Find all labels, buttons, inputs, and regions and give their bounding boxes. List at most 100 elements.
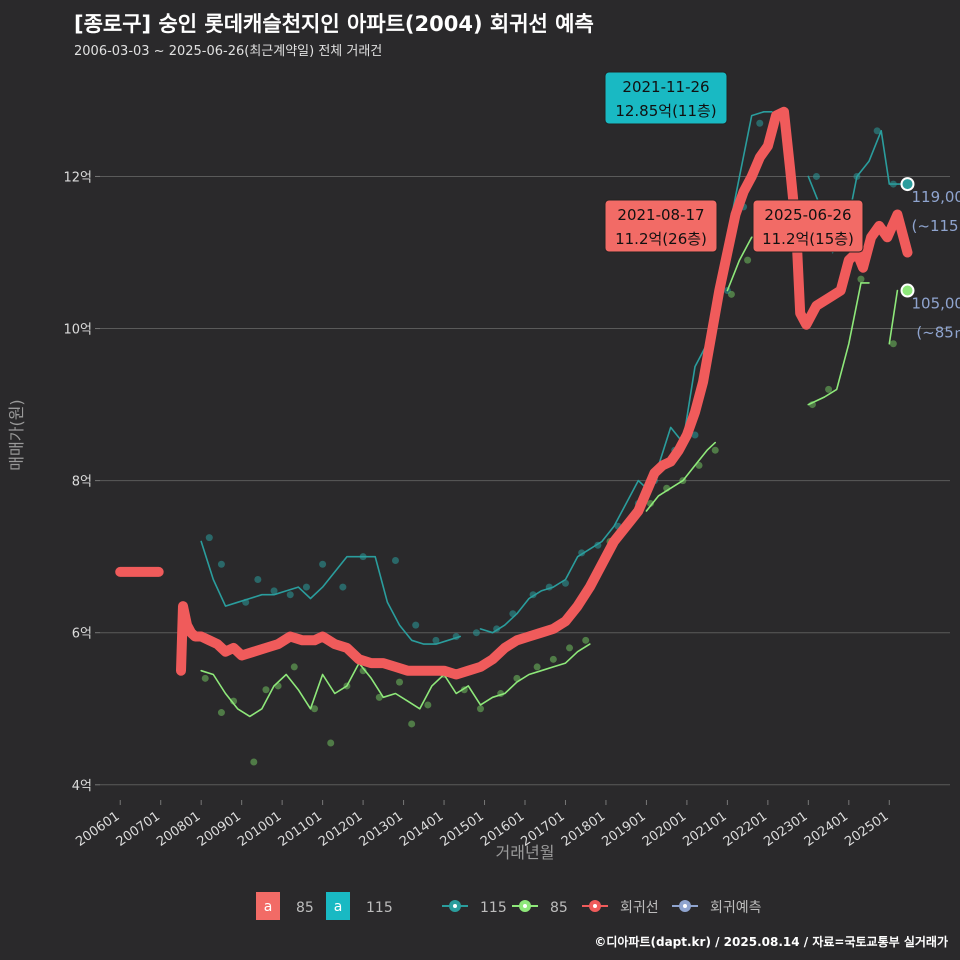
legend-key-label: 85 — [296, 900, 314, 916]
x-axis-title: 거래년월 — [496, 843, 555, 862]
legend-line-label: 회귀선 — [620, 900, 659, 916]
scatter-point-85 — [290, 663, 298, 671]
y-tick-label: 8억 — [72, 475, 92, 490]
callout-date: 2021-08-17 — [617, 206, 704, 224]
x-tick-label: 202301 — [761, 809, 810, 850]
scatter-point-115 — [391, 556, 399, 564]
legend-key-swatch — [256, 892, 280, 920]
scatter-point-85 — [646, 499, 654, 507]
series-layer — [115, 106, 913, 718]
chart-title: [종로구] 숭인 롯데캐슬천지인 아파트(2004) 회귀선 예측 — [74, 12, 594, 36]
scatter-point-85 — [727, 290, 735, 298]
scatter-point-85 — [408, 720, 416, 728]
chart-subtitle: 2006-03-03 ~ 2025-06-26(최근계약일) 전체 거래건 — [74, 44, 383, 59]
scatter-point-85 — [230, 697, 238, 705]
scatter-point-85 — [566, 644, 574, 652]
legend-point-center — [683, 904, 687, 908]
callout-price: 11.2억(15층) — [762, 230, 854, 248]
scatter-point-115 — [691, 431, 699, 439]
forecast-point — [900, 283, 915, 298]
scatter-point-115 — [812, 172, 820, 180]
scatter-point-85 — [711, 446, 719, 454]
scatter-point-85 — [201, 674, 209, 682]
legend-point-center — [593, 904, 597, 908]
legend-point-center — [523, 904, 527, 908]
scatter-point-85 — [424, 701, 432, 709]
scatter-point-115 — [205, 534, 213, 542]
callout-box: 2025-06-26 11.2억(15층) — [752, 199, 864, 253]
scatter-point-85 — [262, 686, 270, 694]
legend-point-center — [453, 904, 457, 908]
callout-box: 2021-08-17 11.2억(26층) — [604, 199, 718, 253]
forecast-point — [900, 177, 915, 192]
scatter-point-85 — [549, 655, 557, 663]
scatter-point-85 — [375, 693, 383, 701]
scatter-point-85 — [825, 385, 833, 393]
x-tick-label: 200901 — [195, 809, 244, 850]
grid-layer — [100, 175, 950, 786]
callout-price: 11.2억(26층) — [615, 230, 707, 248]
scatter-point-85 — [857, 275, 865, 283]
legend-key-label: 115 — [366, 900, 393, 916]
scatter-point-115 — [319, 560, 327, 568]
scatter-point-115 — [302, 583, 310, 591]
x-tick-label: 202201 — [721, 809, 770, 850]
scatter-layer — [201, 112, 897, 766]
scatter-point-85 — [217, 709, 225, 717]
callout-date: 2025-06-26 — [764, 206, 851, 224]
callout-box: 2021-11-26 12.85억(11층) — [604, 71, 728, 125]
y-axis-title: 매매가(원) — [7, 399, 26, 470]
scatter-point-85 — [889, 340, 897, 348]
scatter-point-115 — [339, 583, 347, 591]
legend-key-swatch — [326, 892, 350, 920]
scatter-point-85 — [533, 663, 541, 671]
scatter-point-115 — [432, 636, 440, 644]
callout-date: 2021-11-26 — [622, 78, 709, 96]
y-tick-label: 10억 — [63, 323, 92, 338]
legend-line-label: 115 — [480, 900, 507, 916]
scatter-point-115 — [873, 127, 881, 135]
forecast-area-label: (~115㎡) — [912, 217, 960, 235]
x-tick-label: 201501 — [438, 809, 487, 850]
x-tick-label: 201301 — [357, 809, 406, 850]
x-tick-label: 201801 — [559, 809, 608, 850]
x-tick-label: 202501 — [842, 809, 891, 850]
legend: a 85 a 115 115 85 회귀선 회귀예측 — [256, 892, 762, 920]
scatter-point-85 — [396, 678, 404, 686]
scatter-point-85 — [311, 705, 319, 713]
scatter-point-115 — [286, 591, 294, 599]
x-tick-label: 201201 — [316, 809, 365, 850]
scatter-point-85 — [250, 758, 258, 766]
scatter-point-115 — [217, 560, 225, 568]
scatter-point-85 — [359, 667, 367, 675]
y-tick-label: 6억 — [72, 627, 92, 642]
scatter-point-115 — [254, 575, 262, 583]
forecast-area-label: (~85㎡) — [916, 324, 960, 342]
scatter-point-115 — [270, 587, 278, 595]
scatter-point-85 — [582, 636, 590, 644]
legend-key-glyph: a — [264, 899, 273, 915]
axis-layer: 4억 6억 8억 10억 12억 2006012007012008012009012010… — [7, 170, 892, 862]
scatter-point-115 — [412, 621, 420, 629]
regression-line — [115, 106, 913, 680]
source-footer: ©디아파트(dapt.kr) / 2025.08.14 / 자료=국토교통부 실… — [594, 935, 948, 949]
x-tick-label: 202401 — [802, 809, 851, 850]
y-tick-label: 4억 — [72, 779, 92, 794]
legend-line-label: 85 — [550, 900, 568, 916]
x-tick-label: 200701 — [114, 809, 163, 850]
annotation-layer: 119,000 (~115㎡) 105,000 (~85㎡) 2021-11-26 12.… — [604, 71, 960, 342]
forecast-price-label: 119,000 — [911, 188, 960, 206]
x-tick-label: 201901 — [599, 809, 648, 850]
x-tick-label: 201001 — [235, 809, 284, 850]
scatter-point-85 — [744, 256, 752, 264]
x-tick-label: 200801 — [154, 809, 203, 850]
legend-line-label: 회귀예측 — [710, 900, 762, 916]
callout-price: 12.85억(11층) — [615, 102, 716, 120]
forecast-price-label: 105,000 — [911, 295, 960, 313]
callout-background — [604, 71, 728, 125]
x-tick-label: 202101 — [680, 809, 729, 850]
y-tick-label: 12억 — [63, 170, 92, 185]
scatter-point-115 — [472, 629, 480, 637]
callout-background — [752, 199, 864, 253]
